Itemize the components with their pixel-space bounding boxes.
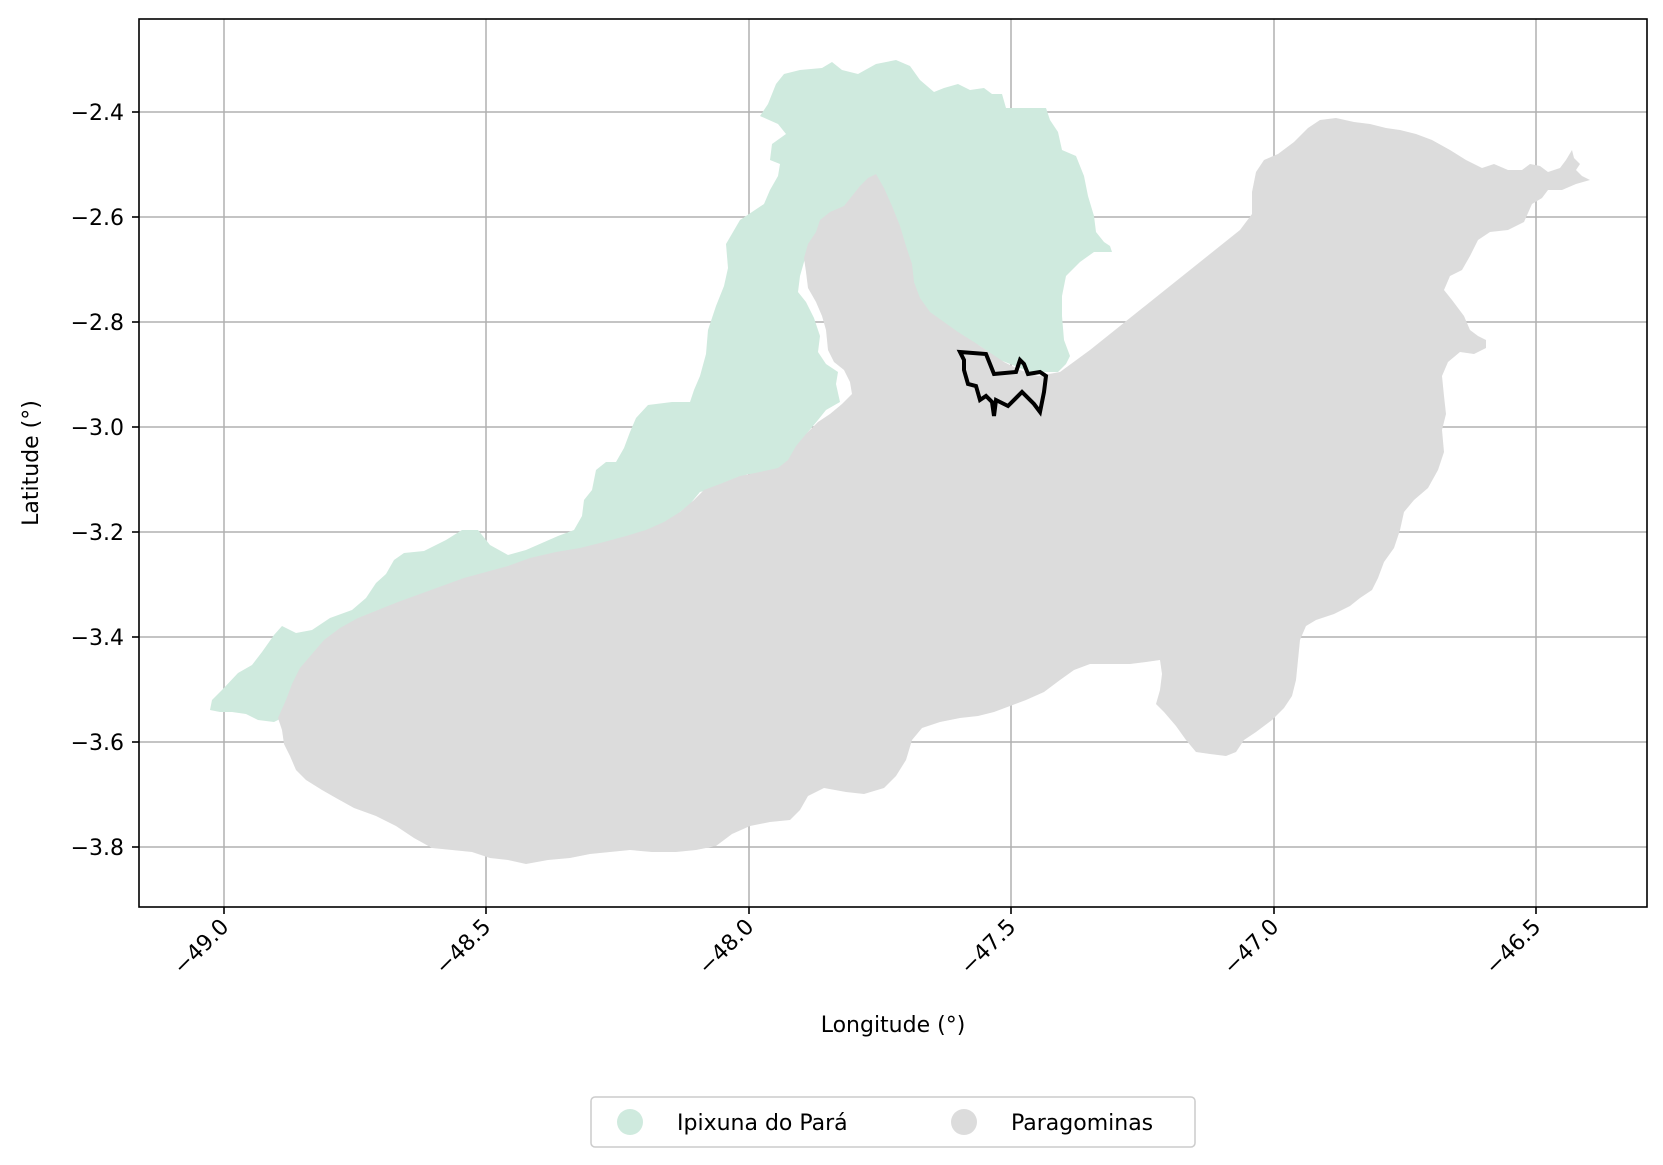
x-tick-label: −47.5: [956, 915, 1021, 980]
y-tick-label: −3.8: [71, 836, 124, 861]
y-tick-label: −3.2: [71, 521, 124, 546]
x-tick-label: −46.5: [1481, 915, 1546, 980]
legend-marker: [617, 1109, 643, 1135]
plot-frame: [138, 18, 1648, 908]
x-tick-label: −49.0: [169, 915, 234, 980]
y-tick-label: −3.6: [71, 731, 124, 756]
y-axis-title: Latitude (°): [19, 400, 44, 526]
y-tick-label: −3.0: [71, 416, 124, 441]
y-tick-label: −2.8: [71, 311, 124, 336]
legend: Ipixuna do Pará Paragominas: [590, 1096, 1196, 1148]
y-tick-marks: [132, 111, 139, 848]
highlight-outline: [956, 349, 1049, 417]
x-tick-label: −48.5: [431, 915, 496, 980]
x-tick-label: −48.0: [694, 915, 759, 980]
region-paragominas: [278, 118, 1590, 864]
region-ipixuna-do-para: [210, 60, 1112, 722]
x-axis-title: Longitude (°): [821, 1013, 966, 1038]
x-tick-label: −47.0: [1219, 915, 1284, 980]
legend-label: Paragominas: [1011, 1111, 1153, 1136]
y-tick-label: −3.4: [71, 626, 124, 651]
y-tick-label: −2.4: [71, 101, 124, 126]
legend-marker: [951, 1109, 977, 1135]
x-tick-marks: [223, 907, 1537, 914]
legend-label: Ipixuna do Pará: [677, 1111, 848, 1136]
legend-box: [590, 1096, 1196, 1148]
y-tick-label: −2.6: [71, 206, 124, 231]
